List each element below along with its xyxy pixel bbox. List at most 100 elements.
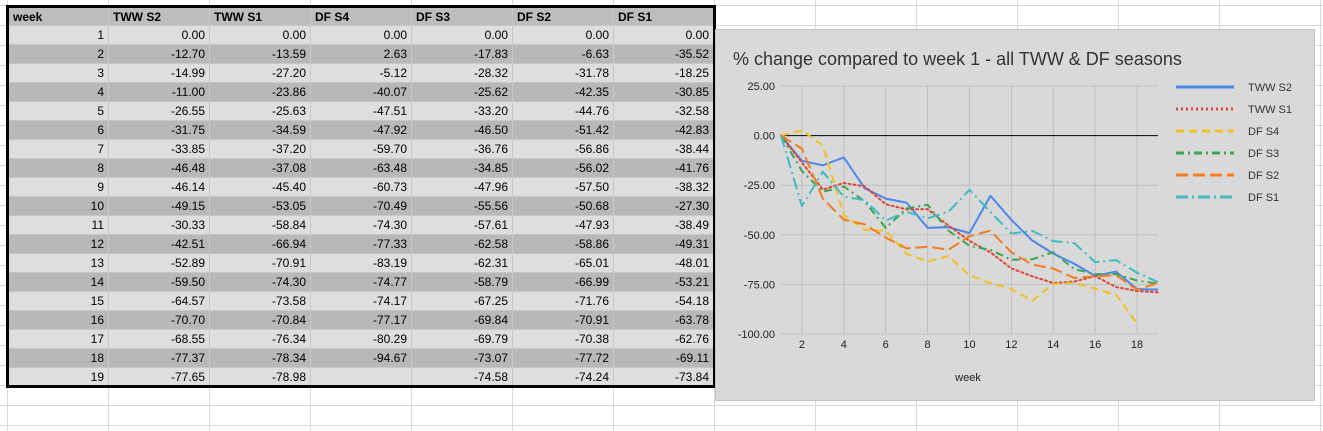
cell-df-s2[interactable]: -58.86 xyxy=(512,234,614,254)
cell-df-s3[interactable]: 0.00 xyxy=(411,25,513,45)
cell-week[interactable]: 2 xyxy=(7,44,109,64)
cell-df-s3[interactable]: -34.85 xyxy=(411,158,513,178)
cell-df-s4[interactable]: -47.92 xyxy=(310,120,412,140)
cell-df-s1[interactable]: -63.78 xyxy=(613,310,715,330)
cell-tww-s2[interactable]: -77.37 xyxy=(108,348,210,368)
cell-tww-s2[interactable]: -14.99 xyxy=(108,63,210,83)
cell-df-s3[interactable]: -69.79 xyxy=(411,329,513,349)
cell-tww-s2[interactable]: -30.33 xyxy=(108,215,210,235)
header-cell-week[interactable]: week xyxy=(7,6,109,26)
cell-tww-s2[interactable]: -26.55 xyxy=(108,101,210,121)
cell-df-s3[interactable]: -57.61 xyxy=(411,215,513,235)
cell-df-s2[interactable]: -77.72 xyxy=(512,348,614,368)
cell-df-s2[interactable]: -56.86 xyxy=(512,139,614,159)
cell-df-s2[interactable]: -74.24 xyxy=(512,367,614,387)
cell-df-s4[interactable]: -74.30 xyxy=(310,215,412,235)
cell-df-s2[interactable]: -44.76 xyxy=(512,101,614,121)
cell-df-s2[interactable]: -6.63 xyxy=(512,44,614,64)
cell-df-s1[interactable]: -35.52 xyxy=(613,44,715,64)
cell-week[interactable]: 16 xyxy=(7,310,109,330)
cell-tww-s2[interactable]: -59.50 xyxy=(108,272,210,292)
cell-df-s2[interactable]: -31.78 xyxy=(512,63,614,83)
header-cell-df-s2[interactable]: DF S2 xyxy=(512,6,614,26)
cell-df-s4[interactable]: -74.17 xyxy=(310,291,412,311)
cell-tww-s1[interactable]: -25.63 xyxy=(209,101,311,121)
cell-tww-s1[interactable]: -34.59 xyxy=(209,120,311,140)
cell-week[interactable]: 19 xyxy=(7,367,109,387)
cell-df-s3[interactable]: -55.56 xyxy=(411,196,513,216)
cell-df-s3[interactable]: -73.07 xyxy=(411,348,513,368)
cell-df-s1[interactable]: -62.76 xyxy=(613,329,715,349)
cell-df-s4[interactable]: -60.73 xyxy=(310,177,412,197)
cell-tww-s2[interactable]: -33.85 xyxy=(108,139,210,159)
cell-df-s1[interactable]: -38.44 xyxy=(613,139,715,159)
cell-week[interactable]: 8 xyxy=(7,158,109,178)
cell-df-s1[interactable]: -42.83 xyxy=(613,120,715,140)
cell-df-s2[interactable]: -47.93 xyxy=(512,215,614,235)
cell-week[interactable]: 4 xyxy=(7,82,109,102)
cell-df-s2[interactable]: -70.91 xyxy=(512,310,614,330)
cell-tww-s1[interactable]: -37.20 xyxy=(209,139,311,159)
cell-df-s1[interactable]: 0.00 xyxy=(613,25,715,45)
cell-tww-s2[interactable]: -11.00 xyxy=(108,82,210,102)
cell-df-s4[interactable]: -59.70 xyxy=(310,139,412,159)
cell-df-s4[interactable]: 2.63 xyxy=(310,44,412,64)
cell-df-s4[interactable]: -47.51 xyxy=(310,101,412,121)
cell-df-s4[interactable]: -63.48 xyxy=(310,158,412,178)
cell-week[interactable]: 1 xyxy=(7,25,109,45)
cell-week[interactable]: 5 xyxy=(7,101,109,121)
cell-df-s4[interactable]: -83.19 xyxy=(310,253,412,273)
cell-df-s3[interactable]: -25.62 xyxy=(411,82,513,102)
cell-df-s4[interactable]: 0.00 xyxy=(310,25,412,45)
cell-week[interactable]: 3 xyxy=(7,63,109,83)
cell-df-s3[interactable]: -46.50 xyxy=(411,120,513,140)
cell-tww-s1[interactable]: -74.30 xyxy=(209,272,311,292)
cell-df-s1[interactable]: -27.30 xyxy=(613,196,715,216)
cell-df-s2[interactable]: -56.02 xyxy=(512,158,614,178)
cell-tww-s1[interactable]: -66.94 xyxy=(209,234,311,254)
header-cell-df-s3[interactable]: DF S3 xyxy=(411,6,513,26)
cell-df-s2[interactable]: -70.38 xyxy=(512,329,614,349)
cell-df-s3[interactable]: -62.31 xyxy=(411,253,513,273)
cell-df-s3[interactable]: -58.79 xyxy=(411,272,513,292)
cell-df-s4[interactable]: -74.77 xyxy=(310,272,412,292)
chart-panel[interactable]: % change compared to week 1 - all TWW & … xyxy=(715,29,1315,401)
cell-tww-s2[interactable]: -77.65 xyxy=(108,367,210,387)
cell-week[interactable]: 13 xyxy=(7,253,109,273)
cell-df-s4[interactable]: -77.33 xyxy=(310,234,412,254)
cell-df-s1[interactable]: -30.85 xyxy=(613,82,715,102)
cell-df-s4[interactable]: -5.12 xyxy=(310,63,412,83)
cell-df-s1[interactable]: -48.01 xyxy=(613,253,715,273)
cell-df-s1[interactable]: -73.84 xyxy=(613,367,715,387)
cell-week[interactable]: 6 xyxy=(7,120,109,140)
cell-tww-s2[interactable]: -31.75 xyxy=(108,120,210,140)
cell-df-s4[interactable]: -70.49 xyxy=(310,196,412,216)
cell-tww-s1[interactable]: -78.98 xyxy=(209,367,311,387)
cell-week[interactable]: 9 xyxy=(7,177,109,197)
cell-week[interactable]: 15 xyxy=(7,291,109,311)
cell-df-s1[interactable]: -38.49 xyxy=(613,215,715,235)
cell-df-s4[interactable]: -80.29 xyxy=(310,329,412,349)
header-cell-df-s1[interactable]: DF S1 xyxy=(613,6,715,26)
cell-df-s3[interactable]: -28.32 xyxy=(411,63,513,83)
cell-df-s1[interactable]: -41.76 xyxy=(613,158,715,178)
cell-df-s3[interactable]: -36.76 xyxy=(411,139,513,159)
cell-tww-s2[interactable]: -42.51 xyxy=(108,234,210,254)
cell-tww-s2[interactable]: -12.70 xyxy=(108,44,210,64)
cell-tww-s1[interactable]: -37.08 xyxy=(209,158,311,178)
cell-df-s1[interactable]: -49.31 xyxy=(613,234,715,254)
cell-tww-s2[interactable]: -52.89 xyxy=(108,253,210,273)
cell-df-s3[interactable]: -74.58 xyxy=(411,367,513,387)
cell-week[interactable]: 7 xyxy=(7,139,109,159)
cell-df-s3[interactable]: -69.84 xyxy=(411,310,513,330)
cell-tww-s1[interactable]: -27.20 xyxy=(209,63,311,83)
cell-tww-s2[interactable]: 0.00 xyxy=(108,25,210,45)
cell-week[interactable]: 14 xyxy=(7,272,109,292)
cell-df-s1[interactable]: -53.21 xyxy=(613,272,715,292)
cell-df-s2[interactable]: -65.01 xyxy=(512,253,614,273)
cell-df-s2[interactable]: 0.00 xyxy=(512,25,614,45)
cell-tww-s2[interactable]: -70.70 xyxy=(108,310,210,330)
cell-week[interactable]: 17 xyxy=(7,329,109,349)
cell-df-s4[interactable]: -40.07 xyxy=(310,82,412,102)
cell-tww-s1[interactable]: -70.91 xyxy=(209,253,311,273)
